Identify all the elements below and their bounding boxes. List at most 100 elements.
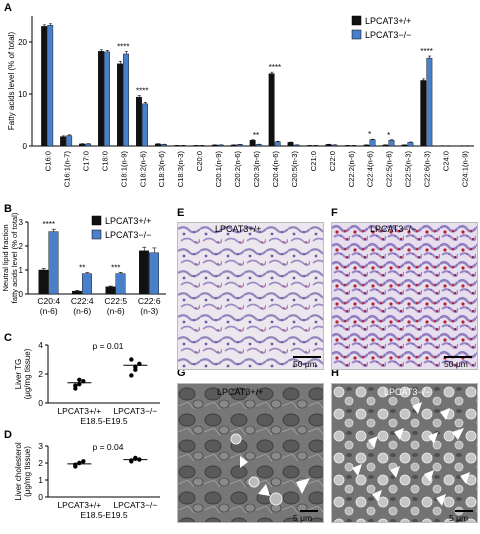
y-tick-label-d: 2: [38, 458, 43, 468]
x-tick-label-d: LPCAT3−/−: [113, 500, 157, 510]
x-tick-label-a: C22:2(n-6): [347, 151, 356, 188]
x-tick-label-b: (n-3): [140, 306, 158, 316]
x-caption-c: E18.5-E19.5: [80, 416, 128, 426]
significance-marker-a: ****: [420, 47, 432, 56]
y-tick-label-b: 2: [19, 242, 24, 251]
histology-image-ko: [331, 222, 478, 370]
x-tick-label-a: C18:1(n-9): [119, 151, 128, 188]
y-tick-label-c: 4: [38, 340, 43, 350]
x-tick-label-a: C18:3(n-6): [157, 151, 166, 188]
x-tick-label-b: (n-6): [40, 306, 58, 316]
em-texture-wt: [178, 384, 323, 522]
bar-a: [420, 80, 427, 147]
x-tick-label-b: (n-6): [73, 306, 91, 316]
bar-a: [135, 96, 142, 147]
significance-marker-a: *: [368, 130, 371, 139]
x-tick-label-c: LPCAT3−/−: [113, 406, 157, 416]
bar-a: [217, 144, 224, 147]
y-tick-label-b: 0: [19, 290, 24, 299]
bar-a: [66, 135, 73, 147]
x-tick-label-a: C20:1(n-9): [214, 151, 223, 188]
bar-a: [161, 144, 167, 147]
data-point-d: [133, 456, 138, 461]
em-texture-ko: [332, 384, 477, 522]
bar-a: [79, 143, 85, 147]
bar-b: [82, 273, 92, 295]
bar-a: [363, 144, 370, 147]
bar-a: [331, 144, 338, 147]
chart-d: 0 1 2 3 Liver cholesterol (μg/mg tissue) LPCAT…: [14, 441, 160, 520]
scale-bar-e: [293, 356, 321, 358]
x-tick-label-a: C20:2(n-6): [233, 151, 242, 188]
x-tick-label-a: C16:1(n-7): [62, 151, 71, 188]
bar-a: [369, 139, 376, 147]
y-axis-label-d-line2: (μg/mg tissue): [23, 446, 32, 497]
significance-marker-a: ****: [117, 42, 129, 51]
bar-b: [38, 269, 49, 295]
em-title-wt: LPCAT3+/+: [217, 387, 264, 397]
bar-a: [249, 140, 256, 147]
scale-label-h: 5 μm: [449, 513, 469, 523]
bar-a: [98, 51, 104, 147]
x-tick-label-b: C20:4: [37, 296, 60, 306]
y-tick-label-d: 0: [38, 492, 43, 502]
x-tick-label-a: C22:6(n-3): [423, 151, 432, 188]
bar-b: [71, 290, 82, 295]
y-tick-label-d: 1: [38, 475, 43, 485]
legend-swatch-0: [91, 215, 102, 226]
x-tick-label-a: C22:0: [328, 151, 337, 171]
bar-a: [41, 26, 48, 147]
y-tick-label-c: 0: [38, 398, 43, 408]
arrowhead-markers-ko: [352, 402, 470, 506]
scale-label-f: 50 μm: [444, 359, 468, 369]
data-point-d: [77, 460, 82, 466]
bar-a: [211, 144, 218, 147]
y-axis-label-c-line2: (μg/mg tissue): [23, 348, 32, 399]
legend-label-1: LPCAT3−/−: [365, 30, 411, 40]
em-image-wt: [177, 383, 324, 523]
y-tick-label-d: 3: [38, 441, 43, 451]
bar-a: [401, 144, 408, 147]
bar-a: [388, 140, 395, 147]
x-tick-label-a: C18:3(n-3): [176, 151, 185, 188]
x-tick-label-c: LPCAT3+/+: [57, 406, 101, 416]
x-tick-label-d: LPCAT3+/+: [57, 500, 101, 510]
p-value-c: p = 0.01: [93, 341, 124, 351]
x-tick-label-a: C20:5(n-3): [290, 151, 299, 188]
bar-a: [407, 142, 414, 147]
x-tick-label-a: C22:5(n-3): [404, 151, 413, 188]
y-tick-label-a: 10: [18, 90, 27, 99]
histology-title-wt: LPCAT3+/+: [215, 224, 262, 234]
bar-a: [117, 63, 123, 147]
panel-letter-h: H: [331, 367, 339, 379]
x-tick-label-a: C20:4(n-6): [271, 151, 280, 188]
chart-c: 0 2 4 Liver TG (μg/mg tissue) LPCAT3+/+ LPCAT3…: [14, 340, 160, 426]
bar-a: [325, 144, 332, 147]
y-tick-label-c: 2: [38, 369, 43, 379]
significance-marker-a: *: [387, 131, 390, 140]
x-tick-label-a: C17:0: [81, 151, 90, 171]
bar-a: [154, 143, 161, 147]
data-point-d: [129, 458, 134, 463]
bar-a: [382, 144, 389, 147]
legend-label-0: LPCAT3+/+: [105, 216, 151, 226]
panel-letter-b: B: [4, 203, 12, 215]
x-tick-label-b: C22:5: [104, 296, 127, 306]
y-axis-label-b-line1: Neutral lipid fraction: [1, 224, 10, 291]
panel-letter-a: A: [4, 2, 12, 14]
x-tick-label-a: C22:5(n-6): [385, 151, 394, 188]
x-tick-label-a: C16:0: [43, 151, 52, 171]
bar-a: [85, 143, 92, 147]
y-tick-label-a: 20: [18, 38, 27, 47]
arrowhead-markers-wt: [240, 456, 310, 496]
panel-letter-c: C: [4, 332, 12, 344]
bar-b: [115, 273, 126, 295]
bar-a: [255, 144, 262, 147]
chart-b: 0 1 2 3 Neutral lipid fraction fatty acids le…: [1, 212, 166, 316]
em-image-ko: [331, 383, 478, 523]
data-point-d: [81, 459, 86, 464]
panel-letter-g: G: [177, 367, 186, 379]
significance-marker-b: **: [79, 264, 85, 273]
data-point-d: [73, 462, 78, 467]
